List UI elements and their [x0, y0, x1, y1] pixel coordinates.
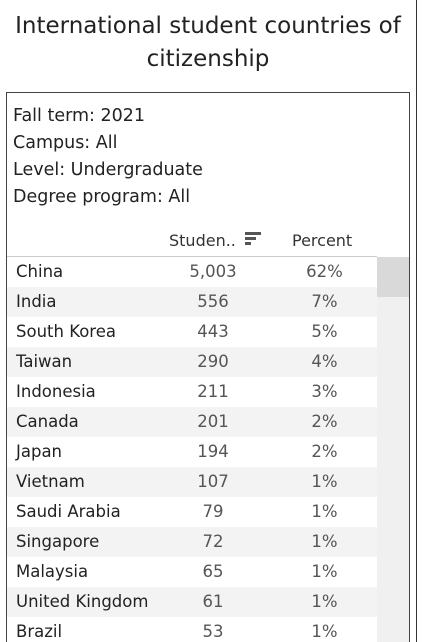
page-title: International student countries of citiz… — [15, 13, 401, 72]
percent-cell: 1% — [311, 562, 338, 581]
filter-degree-program: Degree program: All — [13, 187, 191, 207]
country-cell: Taiwan — [16, 352, 73, 371]
filter-level: Level: Undergraduate — [13, 160, 203, 180]
table-row[interactable]: United Kingdom 61 1% — [7, 587, 377, 617]
students-cell: 72 — [202, 532, 224, 551]
table-row[interactable]: Vietnam 107 1% — [7, 467, 377, 497]
students-cell: 194 — [197, 442, 229, 461]
students-cell: 61 — [202, 592, 224, 611]
percent-cell: 1% — [311, 532, 338, 551]
country-cell: China — [16, 262, 64, 281]
students-cell: 65 — [202, 562, 224, 581]
column-header-percent[interactable]: Percent — [292, 231, 353, 250]
header-divider — [7, 256, 377, 257]
country-cell: Vietnam — [16, 472, 85, 491]
highlighted-cells — [157, 257, 377, 287]
students-cell: 79 — [202, 502, 224, 521]
percent-cell: 3% — [311, 382, 338, 401]
table-row[interactable]: Indonesia 211 3% — [7, 377, 377, 407]
percent-cell: 5% — [311, 322, 338, 341]
percent-cell: 4% — [311, 352, 338, 371]
table-panel: Fall term: 2021 Campus: All Level: Under… — [6, 92, 410, 642]
table-body: China 5,003 62% India 556 7% South Korea… — [7, 257, 377, 642]
scrollbar-track[interactable] — [377, 257, 409, 642]
percent-cell: 7% — [311, 292, 338, 311]
table-row[interactable]: South Korea 443 5% — [7, 317, 377, 347]
percent-cell: 62% — [306, 262, 343, 281]
country-cell: Indonesia — [16, 382, 96, 401]
table-row[interactable]: Brazil 53 1% — [7, 617, 377, 642]
table-row[interactable]: Singapore 72 1% — [7, 527, 377, 557]
country-cell: Canada — [16, 412, 79, 431]
country-cell: South Korea — [16, 322, 116, 341]
sort-descending-icon[interactable] — [245, 232, 261, 246]
students-cell: 211 — [197, 382, 229, 401]
students-cell: 201 — [197, 412, 229, 431]
table-row[interactable]: Saudi Arabia 79 1% — [7, 497, 377, 527]
filter-summary: Fall term: 2021 Campus: All Level: Under… — [13, 103, 203, 211]
country-cell: Brazil — [16, 622, 63, 641]
country-cell: Saudi Arabia — [16, 502, 121, 521]
filter-fall-term: Fall term: 2021 — [13, 106, 146, 126]
scrollbar-thumb[interactable] — [377, 257, 409, 297]
country-cell: United Kingdom — [16, 592, 149, 611]
table-row[interactable]: Malaysia 65 1% — [7, 557, 377, 587]
table-row[interactable]: Japan 194 2% — [7, 437, 377, 467]
country-cell: Singapore — [16, 532, 100, 551]
percent-cell: 2% — [311, 442, 338, 461]
percent-cell: 1% — [311, 592, 338, 611]
table-row[interactable]: China 5,003 62% — [7, 257, 377, 287]
divider — [416, 0, 417, 642]
percent-cell: 1% — [311, 472, 338, 491]
country-cell: India — [16, 292, 57, 311]
percent-cell: 1% — [311, 502, 338, 521]
students-cell: 556 — [197, 292, 229, 311]
students-cell: 107 — [197, 472, 229, 491]
students-cell: 290 — [197, 352, 229, 371]
students-cell: 5,003 — [189, 262, 237, 281]
country-cell: Malaysia — [16, 562, 89, 581]
column-header-students[interactable]: Studen.. — [169, 231, 236, 250]
percent-cell: 1% — [311, 622, 338, 641]
table-row[interactable]: India 556 7% — [7, 287, 377, 317]
table-row[interactable]: Taiwan 290 4% — [7, 347, 377, 377]
students-cell: 443 — [197, 322, 229, 341]
students-cell: 53 — [202, 622, 224, 641]
percent-cell: 2% — [311, 412, 338, 431]
table-row[interactable]: Canada 201 2% — [7, 407, 377, 437]
filter-campus: Campus: All — [13, 133, 118, 153]
country-cell: Japan — [16, 442, 63, 461]
